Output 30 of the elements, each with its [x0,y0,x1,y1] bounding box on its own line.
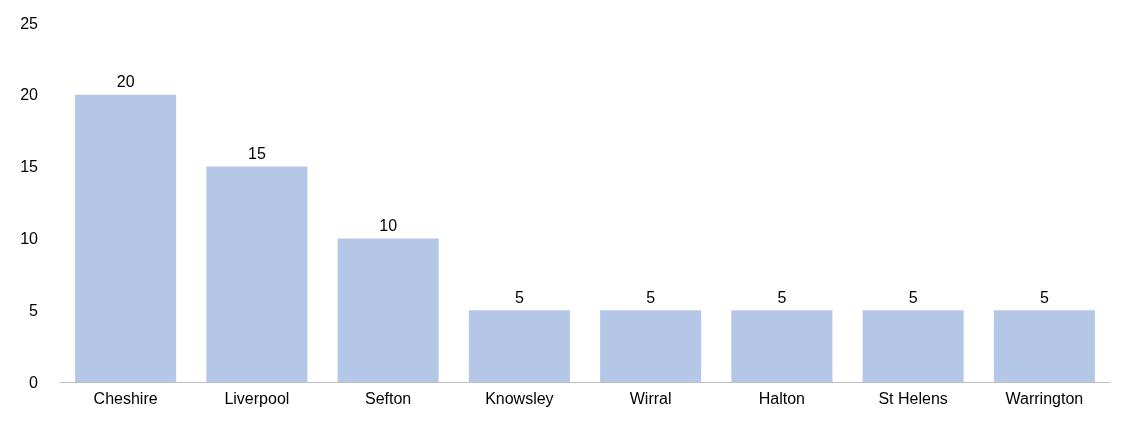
bar [468,310,570,382]
bar [993,310,1095,382]
bar [731,310,833,382]
data-label: 20 [116,73,135,91]
data-label: 5 [1039,288,1049,306]
bar [862,310,964,382]
bar [75,94,177,382]
bar [600,310,702,382]
x-tick-label: Halton [758,389,805,407]
x-tick-label: Wirral [629,389,672,407]
data-label: 15 [247,145,266,163]
x-tick-label: Warrington [1005,389,1084,407]
x-tick-label: Cheshire [93,389,158,407]
data-label: 10 [379,216,398,234]
bar [337,238,439,382]
data-label: 5 [646,288,656,306]
y-tick-label: 20 [20,86,39,104]
bar [206,166,308,382]
x-tick-label: Sefton [364,389,412,407]
y-tick-label: 0 [29,373,39,391]
x-tick-label: Liverpool [224,389,290,407]
data-label: 5 [777,288,787,306]
x-tick-label: Knowsley [485,389,554,407]
y-tick-label: 15 [20,158,39,176]
data-label: 5 [908,288,918,306]
data-label: 5 [514,288,524,306]
y-tick-label: 10 [20,229,39,247]
x-tick-label: St Helens [878,389,948,407]
y-tick-label: 25 [20,14,39,32]
y-tick-label: 5 [29,301,39,319]
